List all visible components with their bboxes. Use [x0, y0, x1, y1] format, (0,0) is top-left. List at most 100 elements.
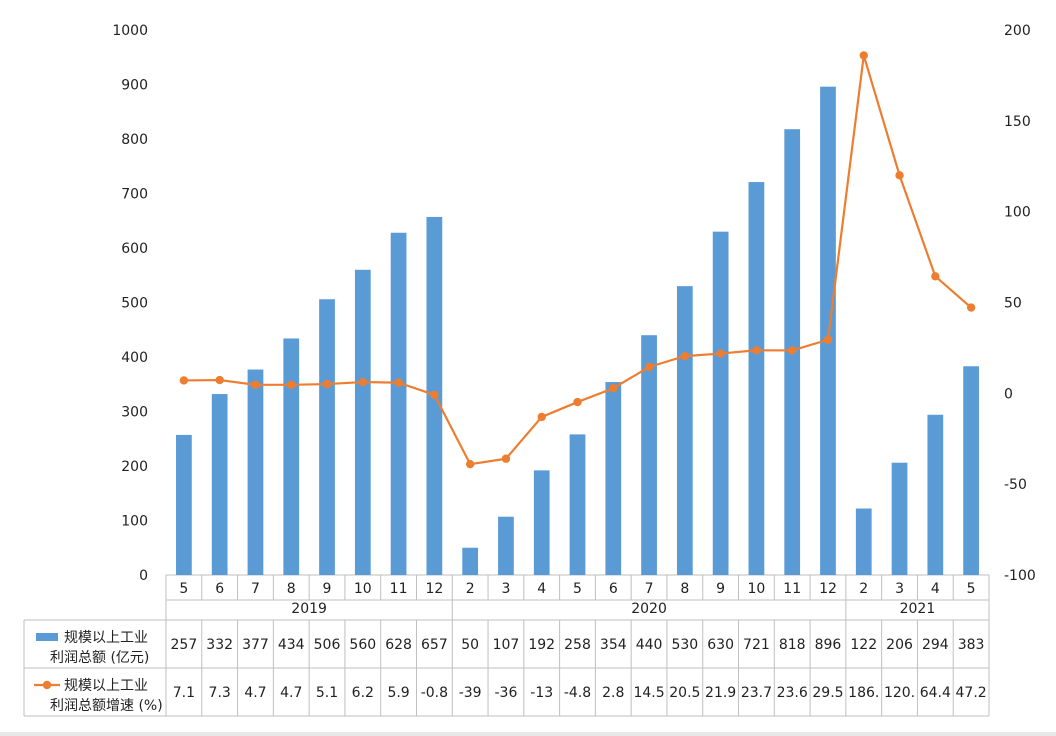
- y-right-tick-label: 0: [1004, 386, 1013, 402]
- table-value: 5.9: [387, 685, 409, 701]
- x-group-label: 2019: [291, 601, 327, 617]
- bar: [390, 232, 407, 576]
- bar: [533, 470, 550, 575]
- y-left-tick-label: 200: [121, 459, 148, 475]
- x-group-label: 2020: [631, 601, 667, 617]
- line-point: [752, 346, 761, 355]
- legend-line-marker: [42, 680, 52, 690]
- line-point: [465, 459, 475, 469]
- line-point: [680, 351, 690, 361]
- bar: [176, 434, 192, 575]
- table-value: 657: [421, 637, 448, 653]
- line-point: [287, 380, 296, 389]
- bar: [247, 369, 264, 575]
- table-value: 47.2: [956, 685, 987, 701]
- table-value: 29.5: [812, 685, 843, 701]
- table-value: 896: [815, 637, 842, 653]
- table-value: 192: [528, 637, 555, 653]
- x-tick-label: 8: [287, 581, 296, 597]
- table-value: 354: [600, 637, 627, 653]
- bar: [712, 231, 729, 575]
- x-tick-label: 5: [967, 581, 976, 597]
- table-value: 23.7: [741, 685, 772, 701]
- x-tick-label: 2: [859, 581, 868, 597]
- line-point: [537, 412, 546, 422]
- table-value: 628: [385, 637, 412, 653]
- x-tick-label: 6: [215, 581, 224, 597]
- line-point: [430, 390, 439, 399]
- table-value: 4.7: [244, 685, 266, 701]
- x-tick-label: 6: [609, 581, 618, 597]
- table-value: 4.7: [280, 685, 302, 701]
- table-value: 506: [314, 637, 341, 653]
- axes: 0 100 200 300 400 500 600 700 800 900 1000 -100 -50 0…: [112, 23, 1035, 617]
- bar: [462, 547, 479, 575]
- x-tick-label: 11: [390, 581, 408, 597]
- bar: [498, 516, 514, 575]
- bar: [820, 86, 836, 576]
- line-point: [501, 454, 511, 463]
- bar: [963, 366, 979, 575]
- table-value: 721: [743, 637, 770, 653]
- y-right-tick-label: 50: [1004, 296, 1022, 312]
- table-value: -0.8: [421, 685, 448, 701]
- line-point: [644, 362, 654, 372]
- bar: [748, 182, 765, 575]
- line-point: [215, 375, 224, 385]
- table-value: 434: [278, 637, 305, 653]
- table-value: 64.4: [920, 685, 951, 701]
- table-value: 23.6: [777, 685, 808, 701]
- table-value: 50: [461, 637, 479, 653]
- bar: [605, 382, 622, 575]
- table-value: 206: [886, 637, 913, 653]
- table-value: 2.8: [602, 685, 624, 701]
- bar: [569, 434, 586, 575]
- bar: [211, 394, 228, 575]
- legend-label: 规模以上工业: [64, 630, 148, 646]
- x-tick-label: 5: [573, 581, 582, 597]
- bar: [891, 462, 908, 575]
- line-point: [609, 384, 618, 393]
- line-point: [895, 171, 904, 180]
- x-tick-label: 2: [466, 581, 475, 597]
- y-left-tick-label: 0: [139, 568, 148, 584]
- table-value: 7.1: [173, 685, 195, 701]
- x-tick-label: 4: [537, 581, 546, 597]
- bar: [676, 286, 693, 575]
- x-tick-label: 9: [323, 581, 332, 597]
- bar: [927, 414, 944, 575]
- y-left-tick-label: 900: [121, 78, 148, 94]
- table-value: 377: [242, 637, 269, 653]
- line-point: [251, 380, 260, 389]
- table-value: 630: [707, 637, 734, 653]
- x-tick-label: 7: [645, 581, 654, 597]
- line-point: [394, 378, 403, 387]
- table-value: 332: [206, 637, 233, 653]
- line-point: [823, 335, 833, 344]
- x-tick-label: 9: [716, 581, 725, 597]
- table-value: 186.: [848, 685, 879, 701]
- x-tick-label: 12: [425, 581, 443, 597]
- y-left-tick-label: 600: [121, 241, 148, 257]
- line-point: [358, 377, 368, 387]
- x-tick-label: 4: [931, 581, 940, 597]
- table-value: -39: [459, 685, 482, 701]
- y-left-tick-label: 700: [121, 187, 148, 203]
- table-value: 257: [171, 637, 198, 653]
- line-point: [322, 379, 332, 389]
- legend-label: 利润总额增速 (%): [50, 698, 163, 714]
- line-point: [966, 303, 976, 312]
- y-left-tick-label: 300: [121, 405, 148, 421]
- table-value: 258: [564, 637, 591, 653]
- table-value: 21.9: [705, 685, 736, 701]
- legend-label: 利润总额 (亿元): [50, 650, 149, 666]
- legend-bar-key: [36, 633, 58, 641]
- table-value: 7.3: [209, 685, 231, 701]
- y-right-tick-label: -100: [1004, 568, 1036, 584]
- table-value: -36: [494, 685, 517, 701]
- table-value: 14.5: [633, 685, 664, 701]
- line-point: [716, 349, 725, 358]
- x-tick-label: 5: [179, 581, 188, 597]
